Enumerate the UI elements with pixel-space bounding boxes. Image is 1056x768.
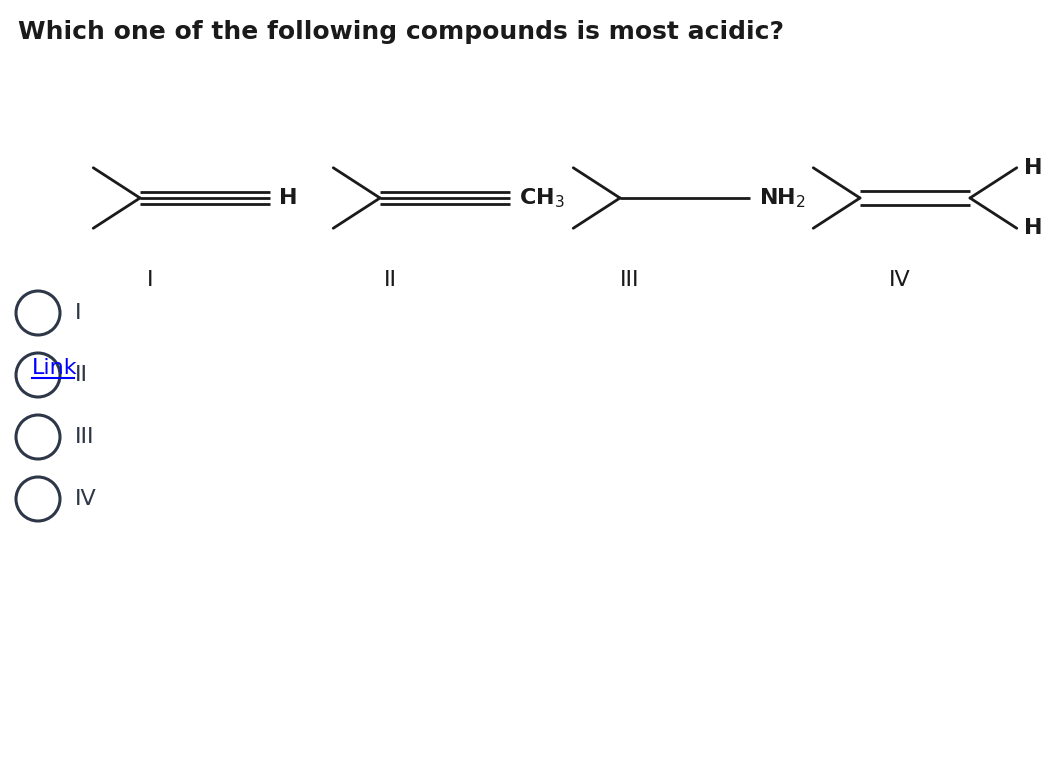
Text: Which one of the following compounds is most acidic?: Which one of the following compounds is … (18, 20, 784, 44)
Text: CH$_3$: CH$_3$ (518, 186, 565, 210)
Text: IV: IV (889, 270, 911, 290)
Text: IV: IV (75, 489, 97, 509)
Text: H: H (1023, 218, 1042, 238)
Text: H: H (1023, 157, 1042, 177)
Text: II: II (383, 270, 396, 290)
Text: I: I (75, 303, 81, 323)
Text: I: I (147, 270, 153, 290)
Text: H: H (279, 188, 298, 208)
Text: NH$_2$: NH$_2$ (759, 186, 806, 210)
Text: Link: Link (32, 358, 78, 378)
Text: III: III (620, 270, 640, 290)
Text: II: II (75, 365, 88, 385)
Text: III: III (75, 427, 94, 447)
